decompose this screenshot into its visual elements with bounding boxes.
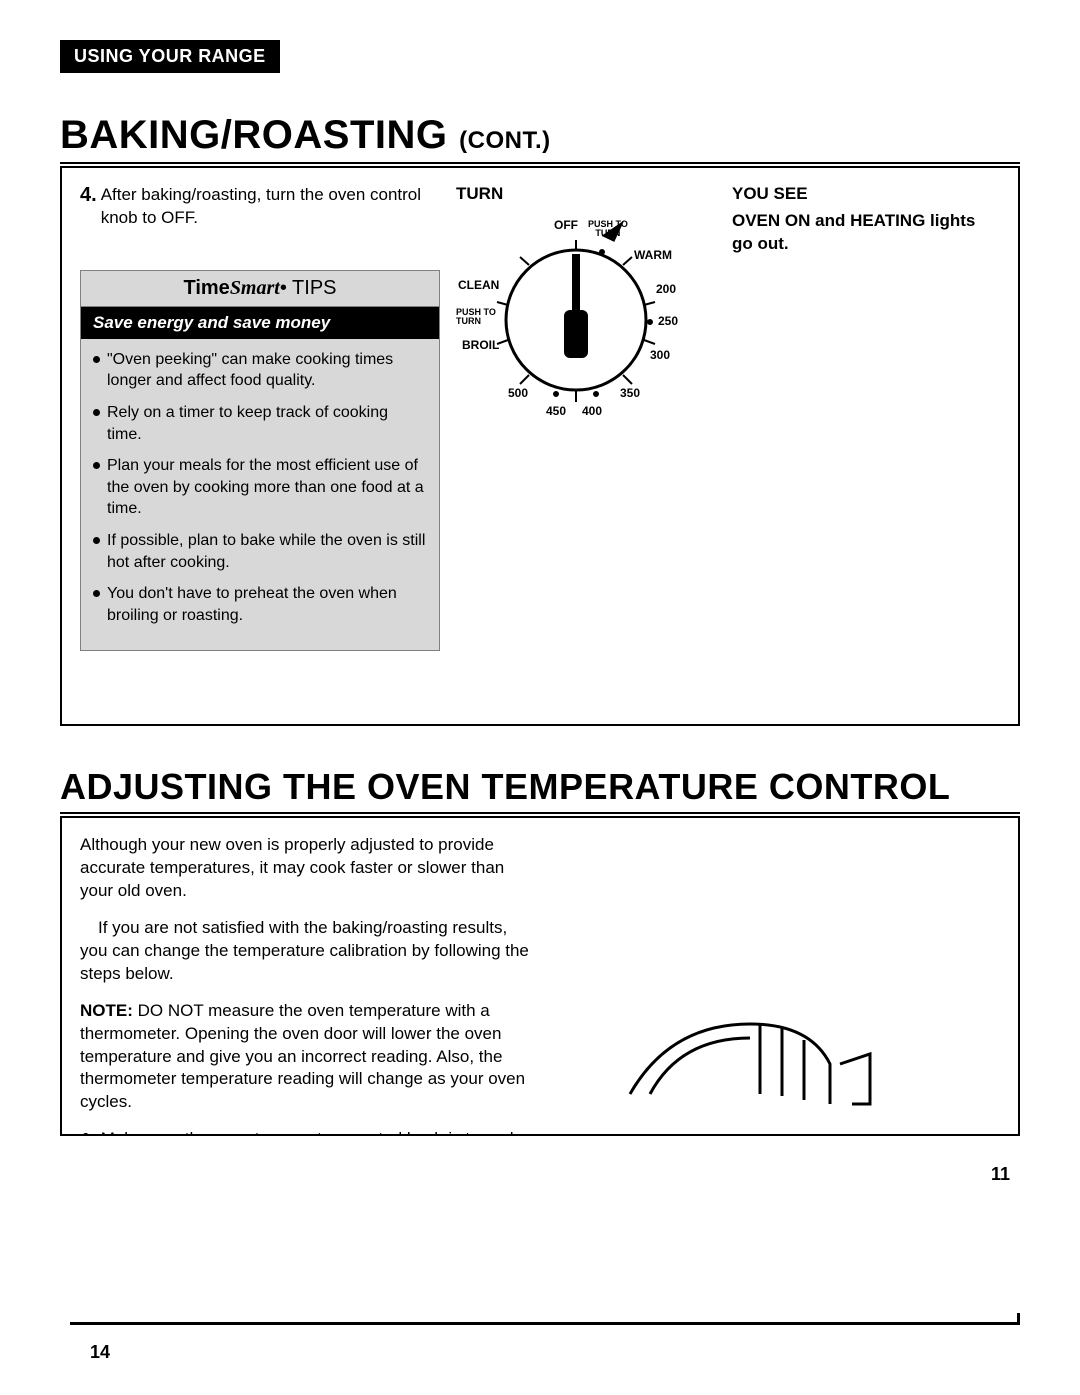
dial-label-400: 400	[582, 404, 602, 418]
tip-item: "Oven peeking" can make cooking times lo…	[93, 349, 427, 392]
adjusting-note: NOTE: DO NOT measure the oven temperatur…	[80, 1000, 530, 1115]
dial-label-500: 500	[508, 386, 528, 400]
dial-label-push-left: PUSH TOTURN	[456, 308, 496, 326]
note-text: DO NOT measure the oven temperature with…	[80, 1001, 525, 1112]
tips-header: TimeSmart• TIPS	[81, 271, 439, 307]
title-row-1: BAKING/ROASTING (CONT.)	[60, 113, 1020, 164]
title-cont: (CONT.)	[459, 127, 550, 154]
dial-label-warm: WARM	[634, 248, 672, 262]
dial-label-200: 200	[656, 282, 676, 296]
tips-box: TimeSmart• TIPS Save energy and save mon…	[80, 270, 440, 652]
tip-item: Plan your meals for the most efficient u…	[93, 455, 427, 520]
section-adjusting: ADJUSTING THE OVEN TEMPERATURE CONTROL A…	[60, 766, 1020, 1136]
turn-head: TURN	[456, 184, 716, 204]
adjusting-p1: Although your new oven is properly adjus…	[80, 834, 530, 903]
tips-brand: Time	[183, 277, 229, 299]
page-number-inner: 11	[60, 1164, 1010, 1185]
step-number: 4.	[80, 184, 97, 207]
tips-list: "Oven peeking" can make cooking times lo…	[81, 339, 439, 651]
tips-bullet: •	[280, 277, 287, 299]
oven-dial: OFF PUSH TOTURN WARM 200 250 300 350 400…	[456, 210, 696, 430]
baking-box: 4. After baking/roasting, turn the oven …	[60, 166, 1020, 726]
three-col: 4. After baking/roasting, turn the oven …	[80, 184, 1000, 651]
yousee-head: YOU SEE	[732, 184, 1000, 204]
dial-label-350: 350	[620, 386, 640, 400]
tips-subtitle: Save energy and save money	[81, 307, 439, 339]
yousee-text: OVEN ON and HEATING lights go out.	[732, 210, 1000, 256]
dial-label-broil: BROIL	[462, 338, 499, 352]
dial-label-250: 250	[658, 314, 678, 328]
dial-label-300: 300	[650, 348, 670, 362]
dial-label-off: OFF	[554, 218, 578, 232]
title-baking: BAKING/ROASTING (CONT.)	[60, 113, 551, 158]
tip-item: Rely on a timer to keep track of cooking…	[93, 402, 427, 445]
step-text: After baking/roasting, turn the oven con…	[101, 184, 440, 230]
footer-rule	[70, 1313, 1020, 1325]
page-number-outer: 14	[90, 1342, 110, 1363]
dial-label-450: 450	[546, 404, 566, 418]
knob-illustration: ▸	[550, 834, 1000, 1136]
tips-suffix: TIPS	[287, 277, 337, 299]
knob-back-icon	[610, 1014, 890, 1114]
adjusting-text: Although your new oven is properly adjus…	[80, 834, 530, 1136]
step1-text: Make sure the oven temperature control k…	[101, 1128, 530, 1136]
title-main: BAKING/ROASTING	[60, 113, 448, 157]
step1-num: 1.	[80, 1128, 97, 1136]
tip-item: You don't have to preheat the oven when …	[93, 583, 427, 626]
tips-smart: Smart	[230, 277, 280, 299]
section-header: USING YOUR RANGE	[60, 40, 280, 73]
step-col: 4. After baking/roasting, turn the oven …	[80, 184, 440, 651]
note-label: NOTE:	[80, 1001, 133, 1020]
adjusting-box: Although your new oven is properly adjus…	[60, 816, 1020, 1136]
yousee-col: YOU SEE OVEN ON and HEATING lights go ou…	[732, 184, 1000, 256]
adjusting-p2: If you are not satisfied with the baking…	[80, 917, 530, 986]
title-adjusting: ADJUSTING THE OVEN TEMPERATURE CONTROL	[60, 766, 950, 808]
turn-col: TURN	[456, 184, 716, 430]
tip-item: If possible, plan to bake while the oven…	[93, 530, 427, 573]
dial-label-push-top: PUSH TOTURN	[588, 220, 628, 238]
dial-label-clean: CLEAN	[458, 278, 499, 292]
